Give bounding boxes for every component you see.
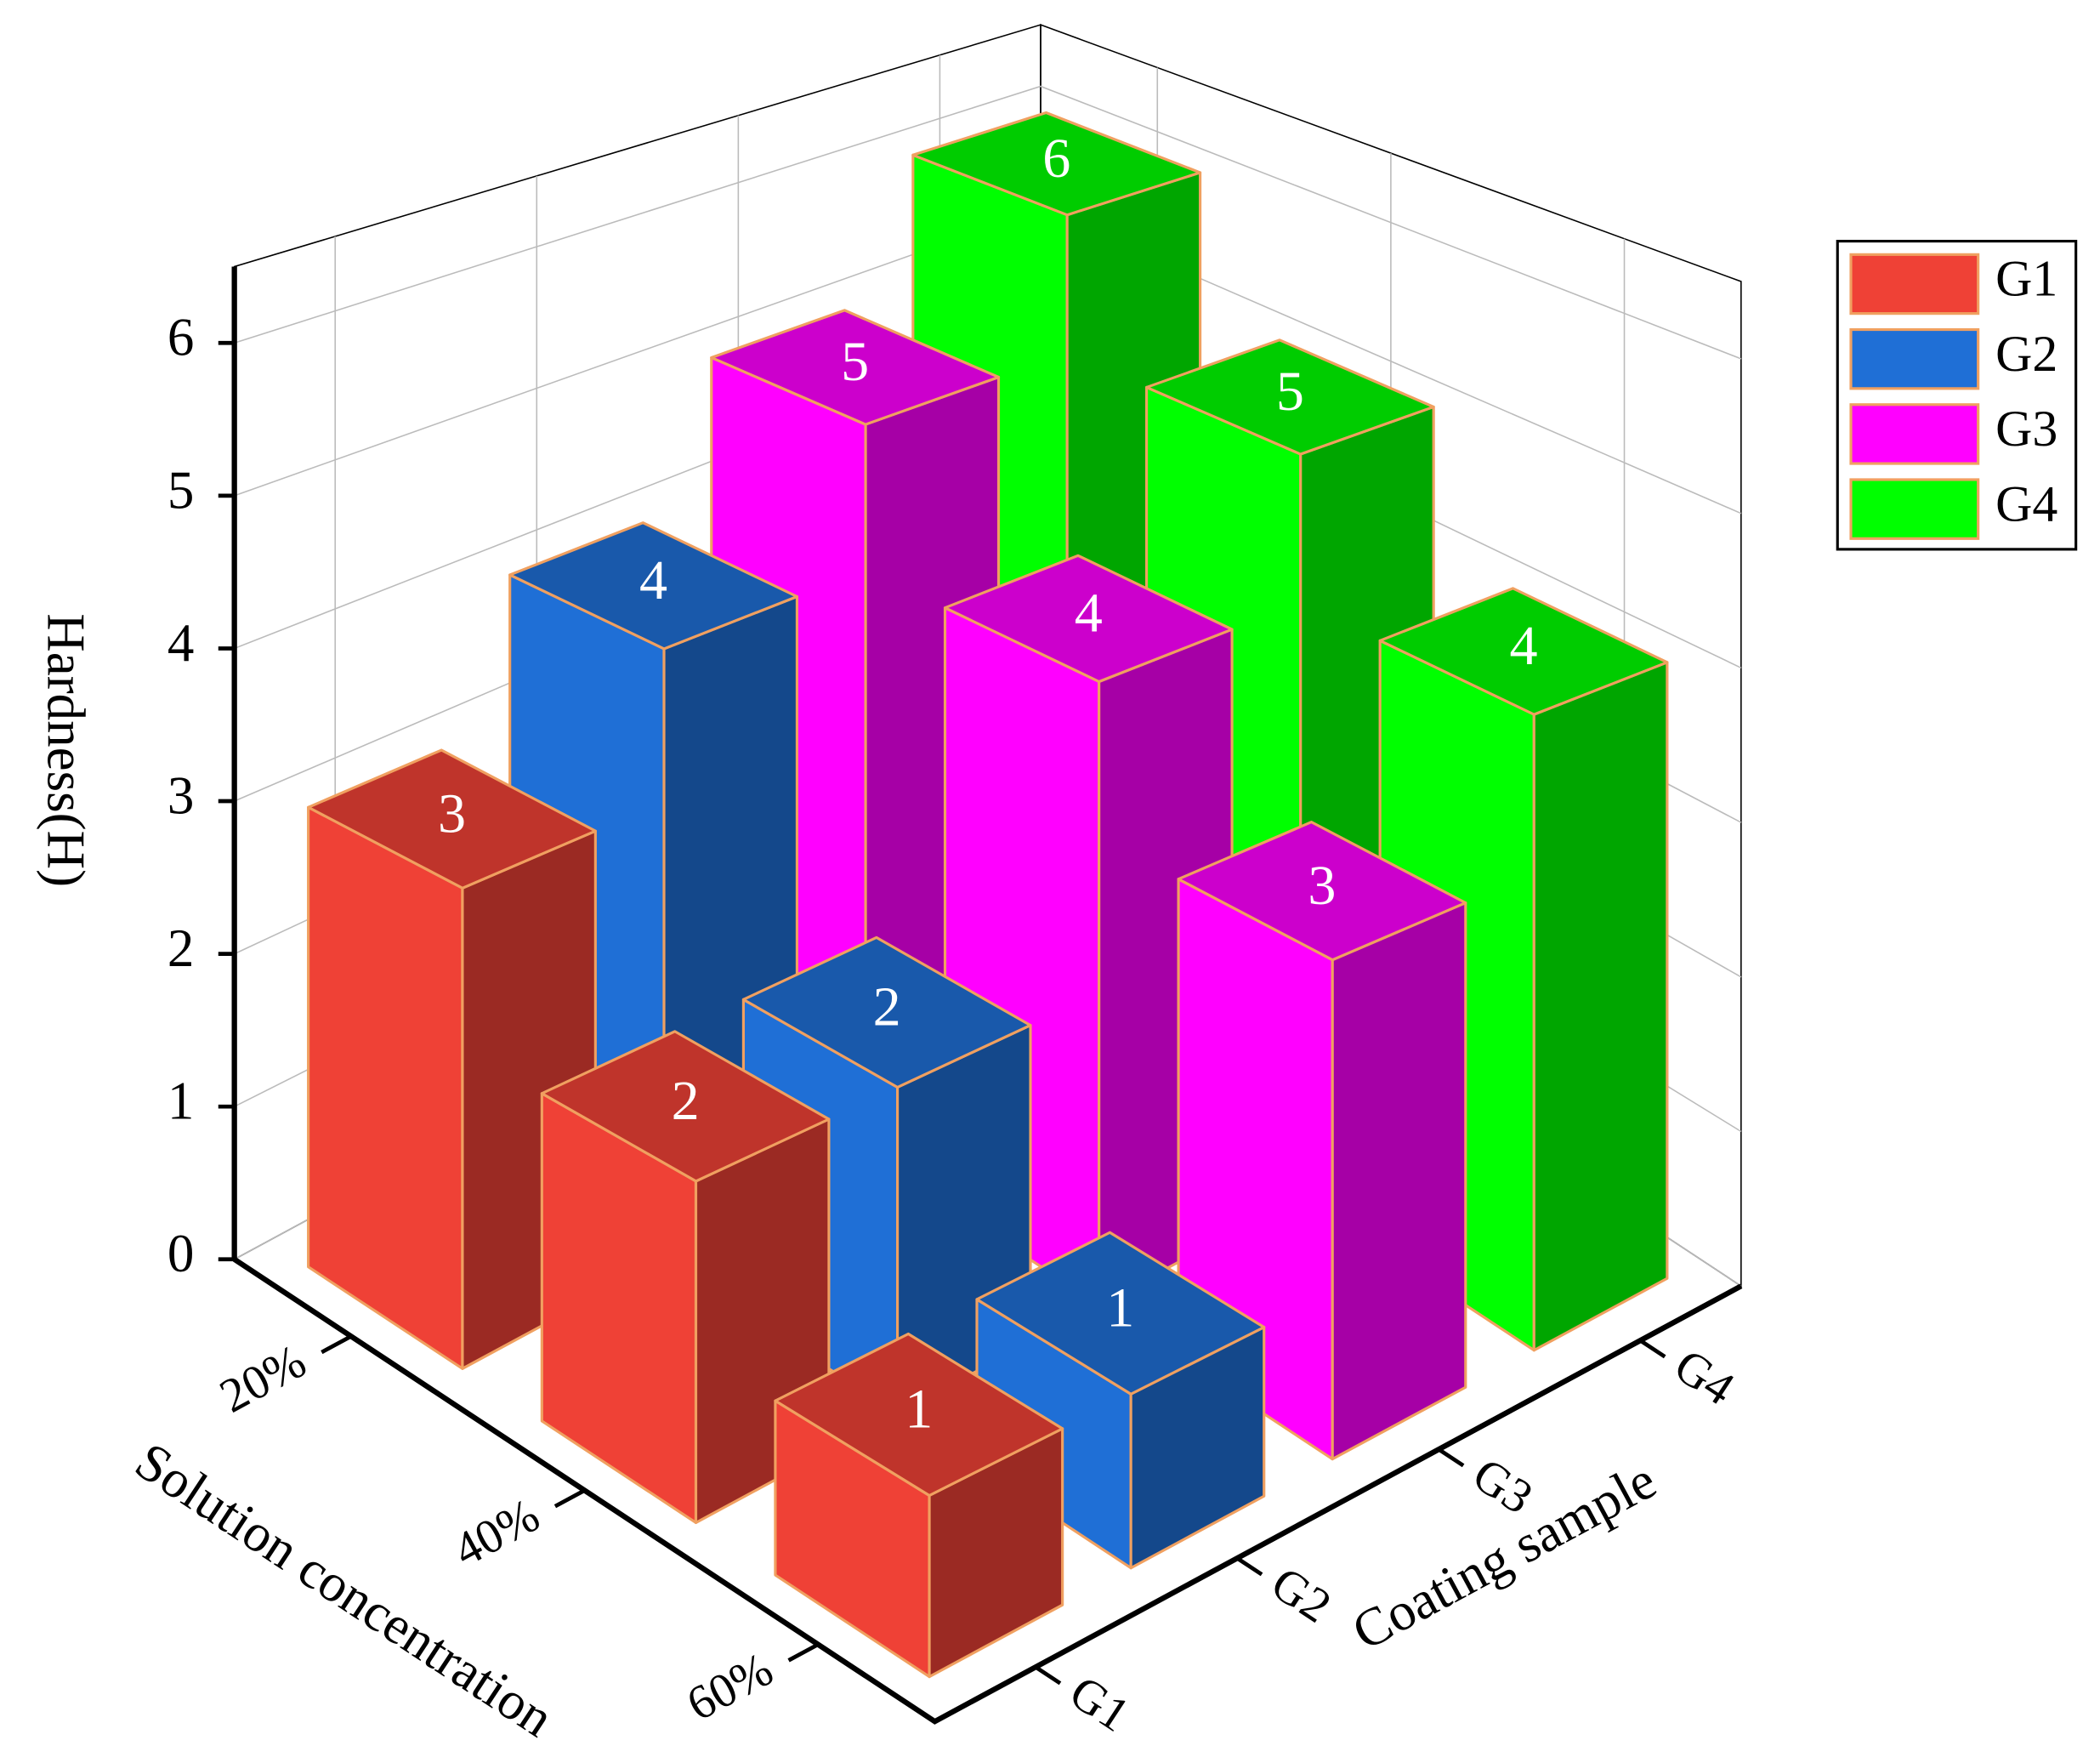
bar — [774, 1332, 1064, 1679]
legend-swatch — [1849, 478, 1980, 540]
depth-tick — [1034, 1665, 1062, 1686]
x-axis-title: Solution concentration — [125, 1430, 564, 1748]
depth-tick-label: G4 — [1665, 1339, 1744, 1416]
legend-swatch — [1849, 253, 1980, 316]
y-tick-label: 3 — [167, 765, 195, 825]
legend-label: G2 — [1995, 326, 2057, 382]
value-label: 5 — [1276, 361, 1304, 423]
bar — [540, 1030, 831, 1525]
value-label: 2 — [672, 1070, 700, 1132]
bar-top — [741, 935, 1032, 1089]
depth-tick — [1437, 1447, 1465, 1468]
legend-swatch — [1849, 327, 1980, 390]
value-label: 4 — [1075, 583, 1103, 645]
depth-tick — [1235, 1556, 1263, 1577]
bar-top — [943, 554, 1234, 684]
value-label: 6 — [1042, 128, 1070, 190]
bar-top — [911, 111, 1202, 217]
bar-front — [1532, 661, 1669, 1352]
depth-tick — [1638, 1339, 1666, 1359]
x-tick-label: 60% — [678, 1642, 781, 1731]
y-axis-title: Hardness(H) — [36, 613, 95, 887]
value-label: 3 — [438, 782, 466, 844]
bar-top — [710, 309, 1001, 426]
bar-top — [975, 1231, 1266, 1396]
legend-swatch — [1849, 403, 1980, 465]
grid-line — [234, 85, 1742, 360]
legend-label: G4 — [1995, 475, 2057, 532]
floor-axis — [232, 1257, 1743, 1725]
value-label: 2 — [873, 976, 901, 1038]
x-tick-label: 20% — [212, 1334, 315, 1424]
bar-side — [307, 805, 464, 1370]
bar-top — [540, 1030, 831, 1183]
value-label: 4 — [1509, 615, 1537, 677]
value-label: 3 — [1308, 855, 1336, 917]
depth-tick-label: G2 — [1262, 1556, 1341, 1634]
y-tick-label: 5 — [167, 460, 195, 520]
bar-top — [508, 521, 799, 651]
bar-top — [1145, 338, 1435, 456]
x-tick — [553, 1488, 586, 1509]
x-tick-label: 40% — [445, 1488, 548, 1578]
bar-top — [774, 1332, 1064, 1498]
y-tick-label: 1 — [167, 1072, 195, 1131]
value-label: 4 — [639, 549, 667, 611]
legend-label: G3 — [1995, 401, 2057, 457]
value-label: 5 — [841, 331, 869, 393]
x-tick — [787, 1642, 820, 1663]
bar-top — [307, 748, 597, 890]
y-tick-label: 6 — [167, 308, 195, 367]
legend-label: G1 — [1995, 251, 2057, 307]
value-label: 1 — [1106, 1277, 1134, 1339]
bar-front — [1331, 901, 1467, 1461]
value-label: 1 — [905, 1379, 933, 1441]
bar-top — [1177, 821, 1467, 962]
y-tick-label: 0 — [167, 1224, 195, 1283]
y-tick-label: 4 — [167, 613, 195, 673]
x-tick — [321, 1334, 353, 1355]
y-tick-label: 2 — [167, 918, 195, 978]
bar-top — [1378, 587, 1669, 716]
depth-tick-label: G1 — [1060, 1665, 1139, 1743]
